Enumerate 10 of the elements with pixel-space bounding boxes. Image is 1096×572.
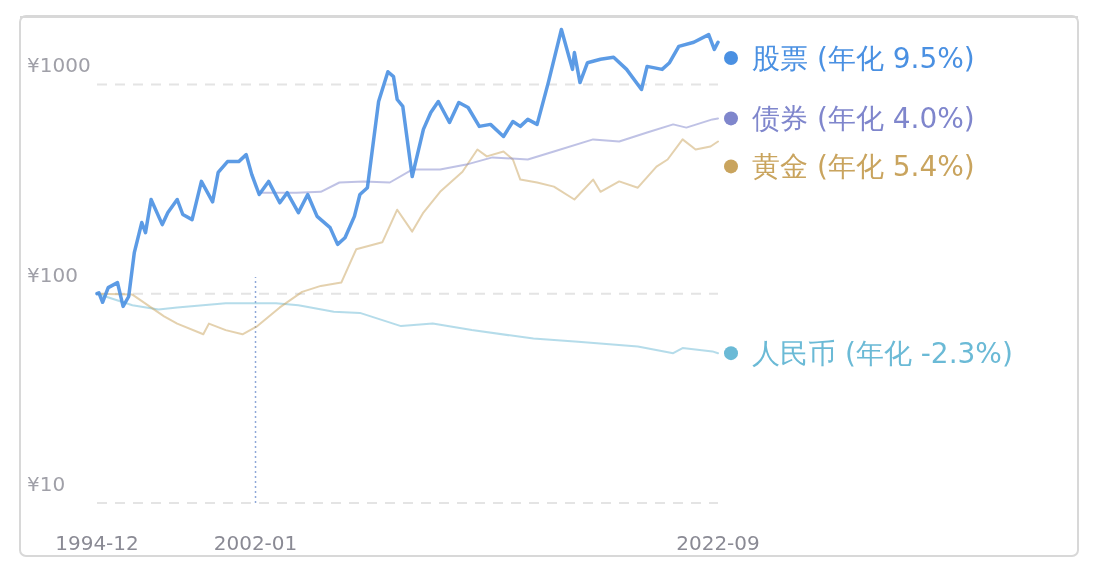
legend-label: 黄金 (年化 5.4%) bbox=[752, 150, 975, 184]
y-tick-label: ¥100 bbox=[27, 262, 78, 287]
y-tick-label: ¥1000 bbox=[27, 53, 91, 78]
x-tick-label: 2002-01 bbox=[213, 531, 298, 555]
x-tick-label: 2022-09 bbox=[676, 531, 760, 555]
legend-label: 股票 (年化 9.5%) bbox=[752, 42, 975, 75]
y-tick-label: ¥10 bbox=[27, 472, 66, 496]
legend-label: 债券 (年化 4.0%) bbox=[752, 102, 975, 136]
x-tick-label: 1994-12 bbox=[55, 531, 139, 555]
legend-label: 人民币 (年化 -2.3%) bbox=[752, 337, 1013, 371]
